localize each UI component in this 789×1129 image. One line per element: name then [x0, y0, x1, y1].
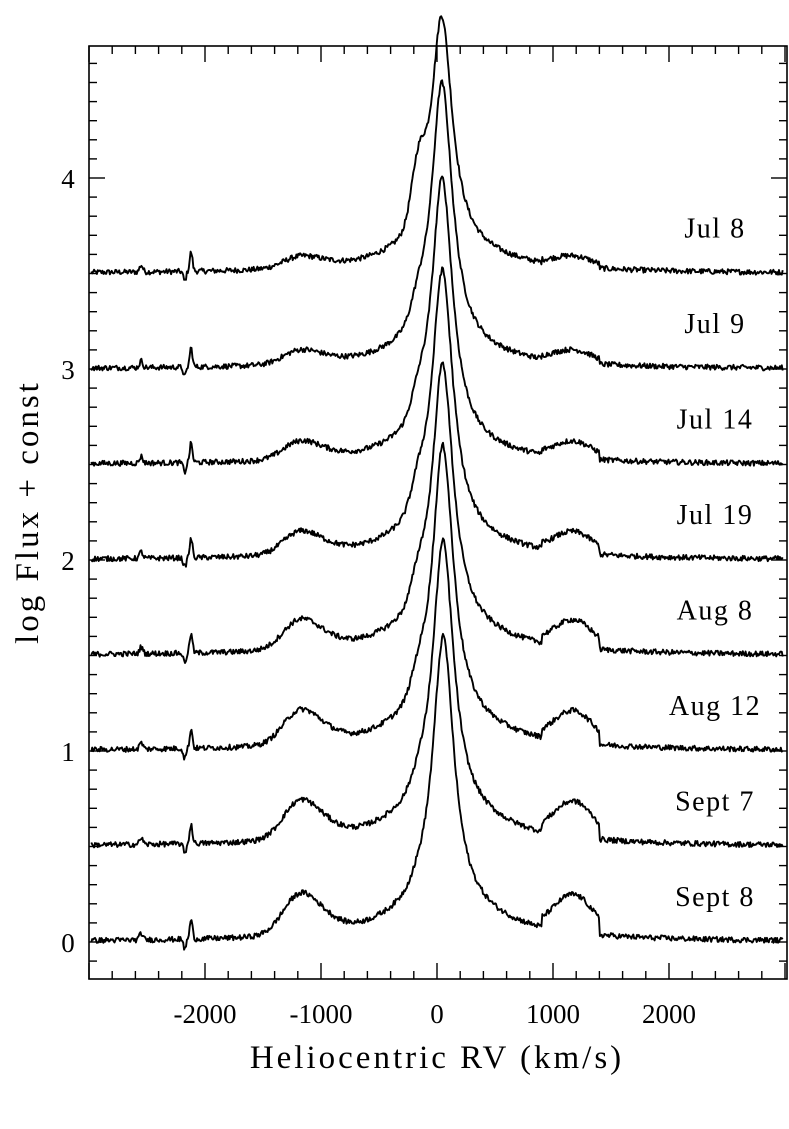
series-line: [90, 175, 784, 475]
y-tick-label: 4: [61, 164, 75, 194]
x-tick-label: 2000: [642, 999, 696, 1029]
spectrum-labels: Jul 8 Jul 9 Jul 14 Jul 19 Aug 8 Aug 12 Sept 7 S…: [669, 214, 761, 914]
series-line: [90, 537, 784, 854]
x-tick-label: 1000: [526, 999, 580, 1029]
series-line: [90, 361, 784, 664]
x-tick-label: 0: [430, 999, 444, 1029]
y-tick-label: 1: [61, 737, 75, 767]
x-tick-label: -2000: [174, 999, 237, 1029]
x-axis-title: Heliocentric RV (km/s): [250, 1040, 624, 1076]
y-axis-title: log Flux + const: [10, 380, 46, 644]
x-tick-labels: -2000 -1000 0 1000 2000: [174, 999, 697, 1029]
series-line: [90, 15, 784, 281]
y-tick-labels: 0 1 2 3 4: [61, 164, 75, 958]
series-label: Jul 9: [684, 309, 745, 340]
y-tick-label: 3: [61, 355, 75, 385]
series-label: Sept 8: [675, 882, 755, 913]
series-label: Aug 12: [669, 691, 761, 722]
axis-ticks: [88, 46, 787, 979]
series-label: Jul 14: [677, 405, 754, 436]
y-tick-label: 2: [61, 546, 75, 576]
x-tick-label: -1000: [290, 999, 353, 1029]
series-label: Jul 8: [684, 214, 745, 245]
series-line: [90, 632, 784, 951]
y-tick-label: 0: [61, 928, 75, 958]
series-label: Aug 8: [677, 596, 754, 627]
spectrum-lines: [90, 15, 784, 951]
series-line: [90, 441, 784, 761]
series-label: Jul 19: [677, 500, 754, 531]
series-line: [90, 266, 784, 568]
plot-frame: [88, 45, 788, 980]
series-line: [90, 79, 784, 376]
series-label: Sept 7: [675, 787, 755, 818]
